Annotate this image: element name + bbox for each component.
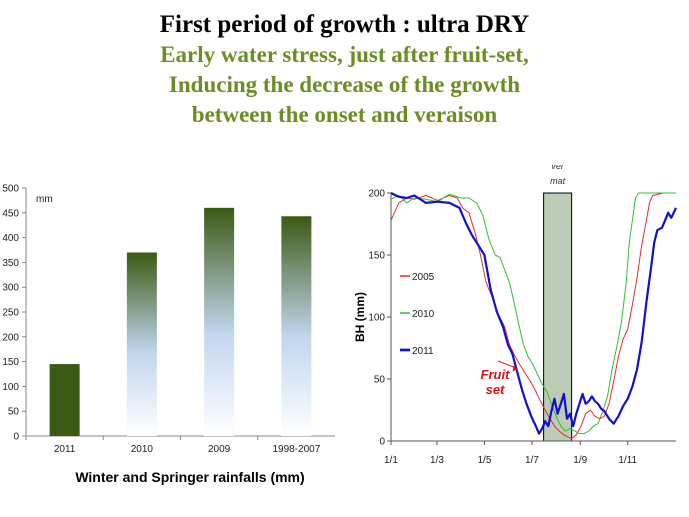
line-x-tick-label: 1/11 <box>618 455 637 465</box>
bar-y-tick-label: 450 <box>2 208 19 219</box>
bar-1998-2007 <box>281 216 312 436</box>
annotation-fruit: Fruit <box>481 367 511 382</box>
line-x-tick-label: 1/9 <box>573 455 587 465</box>
series-line-2010 <box>390 192 676 435</box>
bar-y-tick-label: 350 <box>2 258 19 269</box>
bar-y-tick-label: 50 <box>8 407 20 418</box>
bar-x-tick-label: 2011 <box>54 444 76 455</box>
bar-y-tick-label: 500 <box>2 184 19 195</box>
line-y-tick-label: 0 <box>379 437 385 448</box>
line-x-tick-label: 1/7 <box>525 455 539 465</box>
line-y-tick-label: 200 <box>368 189 385 200</box>
title-block: First period of growth : ultra DRY Early… <box>0 10 689 130</box>
line-y-axis-label: BH (mm) <box>353 292 367 342</box>
subtitle-line-1: Early water stress, just after fruit-set… <box>160 42 529 67</box>
line-x-tick-label: 1/5 <box>477 455 491 465</box>
bar-y-tick-label: 150 <box>2 357 19 368</box>
bar-2010 <box>126 252 157 436</box>
bar-x-tick-label: 2009 <box>208 444 231 455</box>
rainfall-bar-chart: 0 50 100 150 200 250 300 350 400 450 500 mm 2011 2010… <box>2 184 335 455</box>
veraison-maturity-band <box>543 192 573 442</box>
bar-x-tick-label: 2010 <box>131 444 154 455</box>
line-x-tick-label: 1/3 <box>430 455 444 465</box>
bar-y-tick-label: 200 <box>2 332 19 343</box>
legend-label-2011: 2011 <box>412 346 434 357</box>
legend-label-2010: 2010 <box>412 309 435 320</box>
subtitle-line-2: Inducing the decrease of the growth <box>168 72 521 97</box>
line-y-tick-label: 150 <box>368 251 385 262</box>
line-y-tick-label: 50 <box>374 375 386 386</box>
legend-label-2005: 2005 <box>412 272 435 283</box>
bar-y-tick-label: 0 <box>13 432 19 443</box>
bar-2009 <box>204 207 235 436</box>
line-y-tick-label: 100 <box>368 313 385 324</box>
line-x-tick-label: 1/1 <box>384 455 398 465</box>
band-label-mat: mat <box>550 176 566 186</box>
water-reserve-line-chart: ver mat 0 50 100 150 200 1/1 1/3 1/5 1/7 1/9 1/11 BH … <box>353 165 677 465</box>
series-line-2011 <box>390 192 677 435</box>
bar-2011 <box>49 364 80 436</box>
bar-y-tick-label: 300 <box>2 283 19 294</box>
slide-title: First period of growth : ultra DRY <box>159 11 530 38</box>
subtitle-line-3: between the onset and veraison <box>191 102 498 127</box>
bar-chart-caption: Winter and Springer rainfalls (mm) <box>75 469 305 485</box>
bar-unit-label: mm <box>36 194 53 205</box>
bar-x-tick-label: 1998-2007 <box>272 444 320 455</box>
band-label-ver: ver <box>551 165 565 171</box>
bar-y-tick-label: 400 <box>2 233 19 244</box>
annotation-arrow-head <box>512 365 518 372</box>
bar-y-tick-label: 100 <box>2 382 19 393</box>
bar-y-tick-label: 250 <box>2 308 19 319</box>
annotation-set: set <box>486 382 505 397</box>
series-line-2005 <box>390 192 676 439</box>
